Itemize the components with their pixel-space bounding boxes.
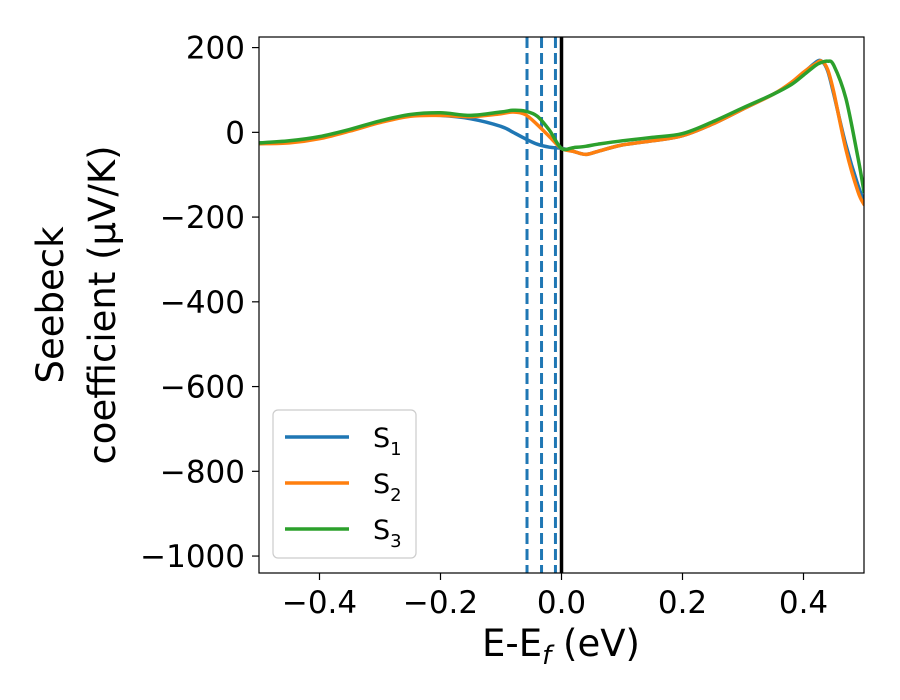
x-tick-label: 0.4 [779, 585, 828, 621]
y-tick-label: 200 [186, 31, 245, 67]
x-tick-label: 0.2 [658, 585, 707, 621]
y-axis-label-line2: coefficient (μV/K) [81, 145, 124, 464]
y-axis-label-line1: Seebeck [29, 226, 72, 384]
legend: S1 S2 S3 [272, 409, 417, 559]
plot-data-layer [259, 37, 864, 573]
legend-label-s1: S1 [373, 423, 402, 460]
x-tick-label: −0.2 [403, 585, 478, 621]
legend-label-s2: S2 [373, 469, 402, 506]
legend-label-s3: S3 [373, 515, 402, 552]
y-tick-label: −800 [160, 454, 245, 490]
x-tick-label: −0.4 [282, 585, 357, 621]
x-axis-ticks: −0.4 −0.2 0.0 0.2 0.4 [282, 573, 828, 621]
y-axis-ticks: 200 0 −200 −400 −600 −800 −1000 [140, 31, 259, 575]
x-axis-label-unit: (eV) [551, 622, 640, 665]
y-tick-label: −600 [160, 370, 245, 406]
x-tick-label: 0.0 [537, 585, 586, 621]
y-tick-label: −1000 [140, 539, 245, 575]
x-axis-label-main: E-E [482, 622, 542, 665]
y-tick-label: −400 [160, 285, 245, 321]
y-axis-label: Seebeck coefficient (μV/K) [29, 145, 124, 464]
y-tick-label: 0 [225, 115, 245, 151]
x-axis-label: E-Ef (eV) [482, 622, 640, 671]
series-line-s3 [259, 59, 864, 194]
y-tick-label: −200 [160, 200, 245, 236]
